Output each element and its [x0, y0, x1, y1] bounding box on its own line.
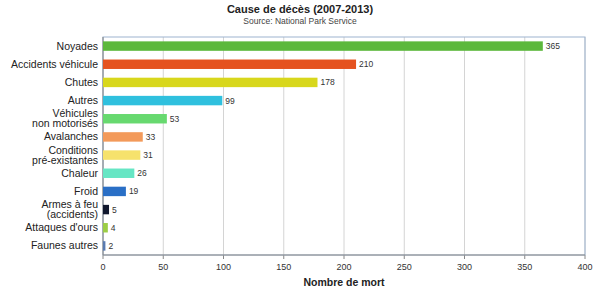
category-label: Véhiculesnon motorisés [32, 107, 98, 129]
bar [103, 114, 167, 123]
category-label: Froid [74, 185, 98, 197]
category-label: Faunes autres [31, 239, 98, 251]
data-label: 99 [225, 96, 235, 106]
tick-label: 0 [100, 262, 105, 272]
data-label: 178 [320, 77, 334, 87]
data-label: 2 [108, 241, 113, 251]
y-axis [103, 37, 104, 255]
category-label: Avalanches [44, 130, 98, 142]
category-label-line: Chaleur [61, 167, 98, 179]
grid-line [464, 37, 465, 255]
tick-mark [404, 255, 405, 259]
category-label: Accidents véhicule [11, 58, 98, 70]
bar [103, 41, 543, 50]
tick-label: 150 [276, 262, 291, 272]
data-label: 26 [137, 168, 147, 178]
tick-mark [585, 255, 586, 259]
bar [103, 223, 108, 232]
bar [103, 169, 134, 178]
tick-mark [103, 255, 104, 259]
category-label-line: pré-existantes [32, 154, 98, 166]
bar [103, 150, 140, 159]
category-label: Armes à feu(accidents) [41, 198, 98, 220]
title: Cause de décès (2007-2013) [227, 3, 373, 15]
tick-label: 100 [216, 262, 231, 272]
tick-label: 300 [457, 262, 472, 272]
bar [103, 78, 317, 87]
data-label: 4 [111, 223, 116, 233]
category-label-line: Autres [68, 94, 98, 106]
grid-line [283, 37, 284, 255]
data-label: 33 [146, 132, 156, 142]
category-label-line: Accidents véhicule [11, 58, 98, 70]
category-label-line: Froid [74, 185, 98, 197]
tick-mark [344, 255, 345, 259]
bar [103, 96, 222, 105]
bar [103, 241, 105, 250]
data-label: 5 [112, 205, 117, 215]
category-label-line: (accidents) [47, 208, 98, 220]
grid-line [223, 37, 224, 255]
category-label-line: Chutes [65, 76, 98, 88]
chart: Cause de décès (2007-2013)Source: Nation… [0, 0, 600, 292]
tick-mark [464, 255, 465, 259]
category-label: Chaleur [61, 167, 98, 179]
category-label-line: Attaques d'ours [25, 221, 98, 233]
tick-mark [283, 255, 284, 259]
category-label-line: Faunes autres [31, 239, 98, 251]
data-label: 210 [359, 59, 373, 69]
bar [103, 205, 109, 214]
tick-label: 250 [397, 262, 412, 272]
tick-label: 200 [336, 262, 351, 272]
category-label-line: non motorisés [32, 117, 98, 129]
grid-line [344, 37, 345, 255]
tick-label: 50 [158, 262, 168, 272]
subtitle: Source: National Park Service [243, 16, 357, 26]
tick-mark [163, 255, 164, 259]
grid-line [103, 37, 104, 255]
tick-mark [524, 255, 525, 259]
category-label: Chutes [65, 76, 98, 88]
category-label: Noyades [57, 40, 98, 52]
bar [103, 187, 126, 196]
category-label: Autres [68, 94, 98, 106]
bar [103, 60, 356, 69]
category-label-line: Avalanches [44, 130, 98, 142]
category-label: Attaques d'ours [25, 221, 98, 233]
bars [103, 41, 543, 250]
category-label: Conditionspré-existantes [32, 144, 98, 166]
grid-line [524, 37, 525, 255]
plot-frame [103, 37, 585, 255]
tick-label: 350 [517, 262, 532, 272]
x-axis [103, 255, 585, 256]
bar [103, 132, 143, 141]
grid-line [163, 37, 164, 255]
data-label: 53 [170, 114, 180, 124]
tick-label: 400 [577, 262, 592, 272]
grid-line [404, 37, 405, 255]
tick-mark [223, 255, 224, 259]
data-label: 365 [546, 41, 560, 51]
x-axis-label: Nombre de mort [303, 276, 385, 288]
category-label-line: Noyades [57, 40, 98, 52]
data-label: 31 [143, 150, 153, 160]
data-label: 19 [129, 186, 139, 196]
